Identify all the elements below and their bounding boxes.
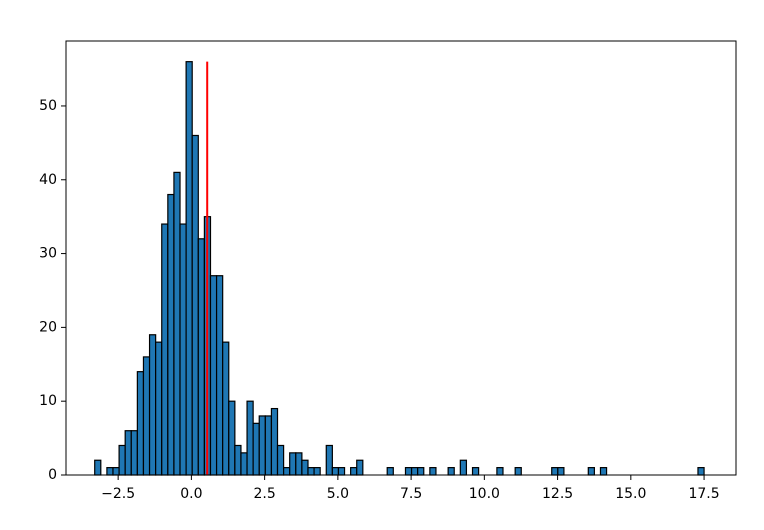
x-tick-label: 17.5: [688, 486, 719, 502]
bar: [599, 467, 608, 476]
bar: [124, 430, 132, 476]
x-tick-label: 15.0: [615, 486, 646, 502]
bar: [185, 61, 193, 476]
bar: [264, 415, 273, 476]
bar: [331, 467, 340, 476]
x-tick-label: 12.5: [542, 486, 573, 502]
bar: [155, 341, 163, 476]
bar: [228, 400, 236, 476]
bar: [356, 459, 364, 476]
bar: [429, 467, 437, 476]
bar: [136, 371, 145, 476]
x-tick-label: 0.0: [180, 486, 202, 502]
bar: [295, 452, 303, 476]
bar: [270, 407, 279, 476]
y-tick-label: 30: [39, 246, 57, 262]
y-tick-label: 50: [39, 98, 57, 114]
bar: [246, 400, 254, 476]
bar: [130, 430, 138, 476]
bar: [471, 467, 480, 476]
bar: [167, 193, 175, 476]
bar: [557, 467, 565, 476]
bar: [118, 444, 126, 476]
bar: [313, 467, 321, 476]
bar: [289, 452, 297, 476]
bar: [258, 415, 266, 476]
bar: [106, 467, 114, 476]
bar: [417, 467, 425, 476]
bar: [209, 275, 218, 476]
bar: [404, 467, 413, 476]
bar: [191, 134, 199, 476]
bar: [142, 356, 151, 476]
bar: [283, 467, 291, 476]
y-tick-label: 20: [39, 319, 57, 335]
bar: [173, 171, 181, 476]
y-tick-label: 10: [39, 393, 57, 409]
x-tick-label: 2.5: [253, 486, 275, 502]
y-tick-label: 40: [39, 172, 57, 188]
bar: [386, 467, 394, 476]
bar: [514, 467, 522, 476]
bar: [112, 467, 120, 476]
bar: [697, 467, 705, 476]
bar: [179, 223, 187, 476]
bar: [551, 467, 559, 476]
bar: [307, 467, 315, 476]
bar: [459, 459, 468, 476]
bar: [301, 459, 309, 476]
bar: [325, 444, 333, 476]
bar: [240, 452, 248, 476]
bar: [197, 238, 205, 476]
bar: [222, 341, 230, 476]
bar: [410, 467, 419, 476]
bar: [252, 422, 260, 476]
bar: [234, 444, 242, 476]
bar: [161, 223, 169, 476]
bar: [337, 467, 346, 476]
bar: [447, 467, 455, 476]
bar: [94, 459, 102, 476]
x-tick-label: −2.5: [101, 486, 135, 502]
bar: [215, 275, 224, 476]
bar: [496, 467, 504, 476]
x-tick-label: 10.0: [469, 486, 500, 502]
plot-frame: [65, 40, 737, 476]
bar: [276, 444, 285, 476]
bar: [587, 467, 595, 476]
x-tick-label: 5.0: [327, 486, 349, 502]
bar: [148, 334, 157, 476]
bar: [350, 467, 358, 476]
y-tick-label: 0: [48, 467, 57, 483]
x-tick-label: 7.5: [400, 486, 422, 502]
